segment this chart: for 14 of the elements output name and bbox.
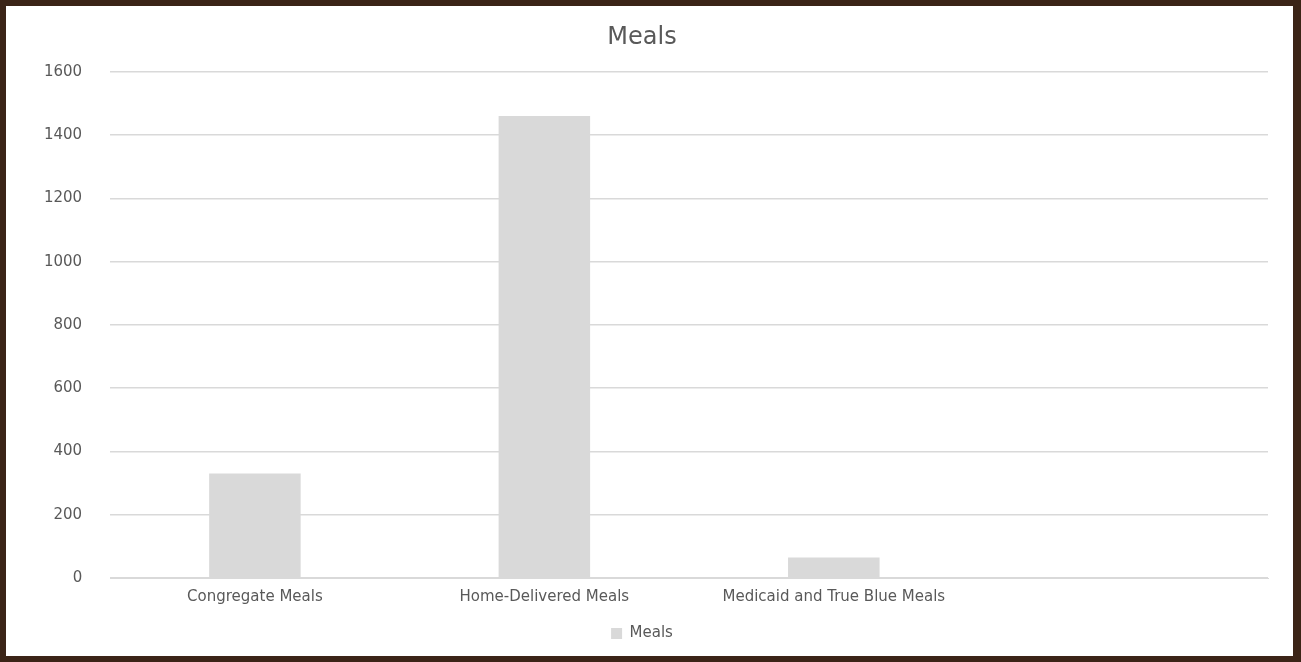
- x-tick-label: Home-Delivered Meals: [459, 586, 630, 605]
- y-tick-label: 1600: [43, 61, 83, 80]
- x-tick-label: Congregate Meals: [187, 586, 323, 605]
- y-tick-label: 1000: [43, 251, 83, 270]
- y-tick-label: 600: [53, 378, 83, 397]
- y-tick-label: 1200: [43, 188, 83, 207]
- chart-title: Meals: [607, 21, 677, 50]
- y-tick-label: 800: [53, 314, 83, 333]
- y-tick-label: 0: [72, 567, 83, 586]
- y-tick-label: 1400: [43, 124, 83, 143]
- y-tick-label: 400: [53, 441, 83, 460]
- x-tick-label: Medicaid and True Blue Meals: [722, 586, 946, 605]
- legend-label: Meals: [629, 623, 674, 642]
- y-tick-label: 200: [53, 504, 83, 523]
